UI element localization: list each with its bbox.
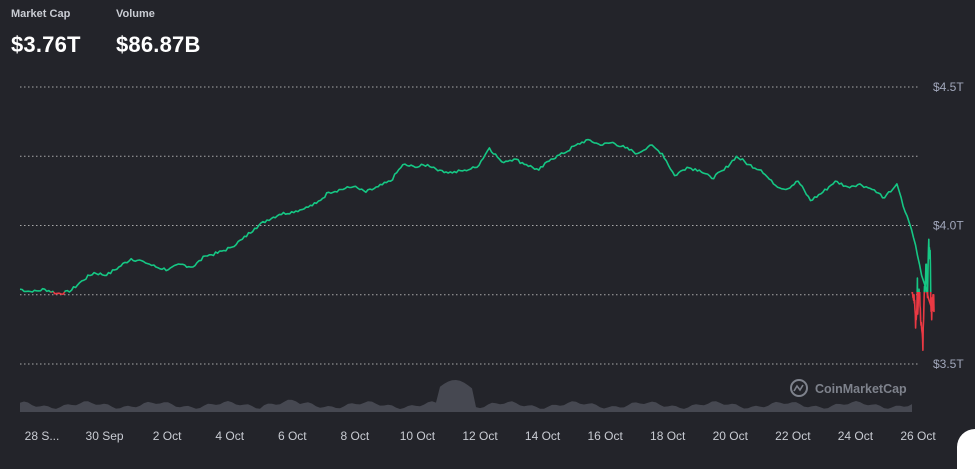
line-segment-up <box>51 291 53 292</box>
grid-lines <box>20 87 920 364</box>
y-axis-labels: $4.5T $4.0T $3.5T <box>933 80 964 371</box>
x-tick-label: 18 Oct <box>650 429 686 443</box>
x-tick-label: 24 Oct <box>838 429 874 443</box>
x-tick-label: 10 Oct <box>400 429 436 443</box>
line-segment-down <box>53 292 64 294</box>
line-segment-up <box>20 289 51 292</box>
price-chart[interactable]: CoinMarketCap $4.5T $4.0T $3.5T 28 S... 30 … <box>0 0 975 451</box>
x-tick-label: 22 Oct <box>775 429 811 443</box>
coinmarketcap-watermark: CoinMarketCap <box>791 380 907 396</box>
volume-bars <box>20 380 912 412</box>
y-tick-label: $3.5T <box>933 357 964 371</box>
watermark-text: CoinMarketCap <box>815 382 907 396</box>
x-tick-label: 12 Oct <box>462 429 498 443</box>
volume-area <box>20 380 912 412</box>
line-segment-up <box>928 239 931 292</box>
x-tick-label: 14 Oct <box>525 429 561 443</box>
line-segment-up <box>65 140 927 292</box>
x-tick-label: 2 Oct <box>153 429 182 443</box>
y-tick-label: $4.5T <box>933 80 964 94</box>
coinmarketcap-logo-icon <box>791 380 807 396</box>
line-segment-down <box>912 292 917 328</box>
line-segment-down <box>920 292 925 350</box>
line-segment-up <box>924 264 927 292</box>
x-tick-label: 16 Oct <box>587 429 623 443</box>
x-tick-label: 8 Oct <box>341 429 370 443</box>
x-tick-label: 30 Sep <box>86 429 124 443</box>
x-tick-label: 4 Oct <box>215 429 244 443</box>
x-axis-labels: 28 S... 30 Sep 2 Oct 4 Oct 6 Oct 8 Oct 10 Oct 1… <box>25 429 937 443</box>
y-tick-label: $4.0T <box>933 219 964 233</box>
x-tick-label: 28 S... <box>25 429 60 443</box>
x-tick-label: 20 Oct <box>713 429 749 443</box>
x-tick-label: 26 Oct <box>900 429 936 443</box>
x-tick-label: 6 Oct <box>278 429 307 443</box>
market-cap-line <box>20 140 934 351</box>
